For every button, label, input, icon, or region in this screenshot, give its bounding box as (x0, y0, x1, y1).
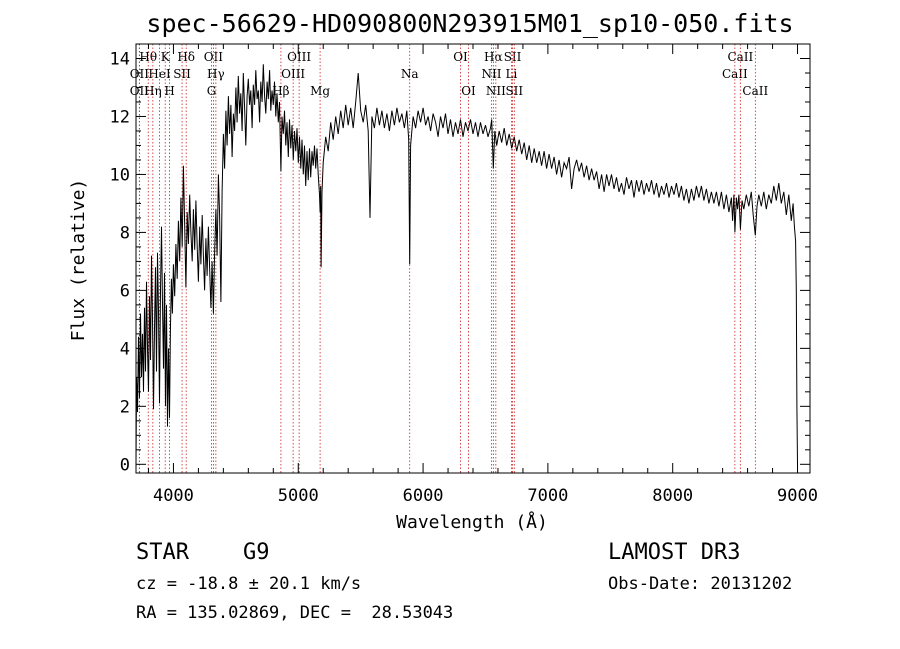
line-marker-label: SII (505, 84, 523, 98)
line-marker-label: Hθ (139, 50, 157, 64)
y-axis-ticks: 0 2 4 6 8 10 12 14 (110, 49, 810, 475)
line-marker-label: OIII (287, 50, 311, 64)
line-marker-label: Hγ (207, 67, 225, 81)
line-markers: HθOIIOIIHηHeIKHSIIHδGOIIHγHβOIIIOIIIMgNa… (130, 44, 768, 473)
x-tick-label: 4000 (153, 486, 194, 506)
line-marker-label: NII (486, 84, 506, 98)
x-tick-label: 7000 (527, 486, 568, 506)
line-marker-label: NII (481, 67, 501, 81)
x-tick-label: 5000 (278, 486, 319, 506)
y-tick-label: 12 (110, 107, 130, 127)
y-tick-label: 6 (120, 281, 130, 301)
redshift-text: cz = -18.8 ± 20.1 km/s (136, 574, 362, 594)
line-marker-label: Hδ (177, 50, 195, 64)
spectrum-chart: spec-56629-HD090800N293915M01_sp10-050.f… (68, 9, 818, 533)
x-axis-ticks: 4000 5000 6000 7000 8000 9000 (147, 44, 818, 506)
chart-title: spec-56629-HD090800N293915M01_sp10-050.f… (146, 9, 793, 38)
survey-name: LAMOST DR3 (608, 540, 741, 565)
line-marker-label: Mg (310, 84, 330, 98)
line-marker-label: HeI (148, 67, 171, 81)
x-tick-label: 6000 (403, 486, 444, 506)
line-marker-label: CaII (742, 84, 768, 98)
x-tick-label: 8000 (652, 486, 693, 506)
x-tick-label: 9000 (777, 486, 818, 506)
y-tick-label: 0 (120, 455, 130, 475)
flux-series-line (135, 64, 798, 465)
x-axis-label: Wavelength (Å) (396, 511, 548, 533)
line-marker-label: H (164, 84, 174, 98)
line-marker-label: SII (504, 50, 522, 64)
line-marker-label: CaII (727, 50, 753, 64)
line-marker-label: SII (173, 67, 191, 81)
y-tick-label: 4 (120, 339, 130, 359)
line-marker-label: G (207, 84, 217, 98)
line-marker-label: OII (130, 84, 150, 98)
y-axis-label: Flux (relative) (68, 179, 89, 342)
object-subclass: G9 (243, 540, 270, 565)
line-marker-label: Hη (144, 84, 162, 98)
obs-date: Obs-Date: 20131202 (608, 574, 793, 594)
coordinates: RA = 135.02869, DEC = 28.53043 (136, 603, 454, 623)
line-marker-label: Li (506, 67, 518, 81)
y-tick-label: 2 (120, 397, 130, 417)
line-marker-label: K (161, 50, 171, 64)
line-marker-label: OI (453, 50, 468, 64)
line-marker-label: Hα (484, 50, 503, 64)
line-marker-label: OII (130, 67, 150, 81)
line-marker-label: OII (204, 50, 224, 64)
object-class: STAR (136, 540, 189, 565)
line-marker-label: Na (401, 67, 419, 81)
y-tick-label: 14 (110, 49, 130, 69)
line-marker-label: OIII (281, 67, 305, 81)
line-marker-label: CaII (722, 67, 748, 81)
y-tick-label: 8 (120, 223, 130, 243)
line-marker-label: OI (461, 84, 476, 98)
y-tick-label: 10 (110, 165, 130, 185)
